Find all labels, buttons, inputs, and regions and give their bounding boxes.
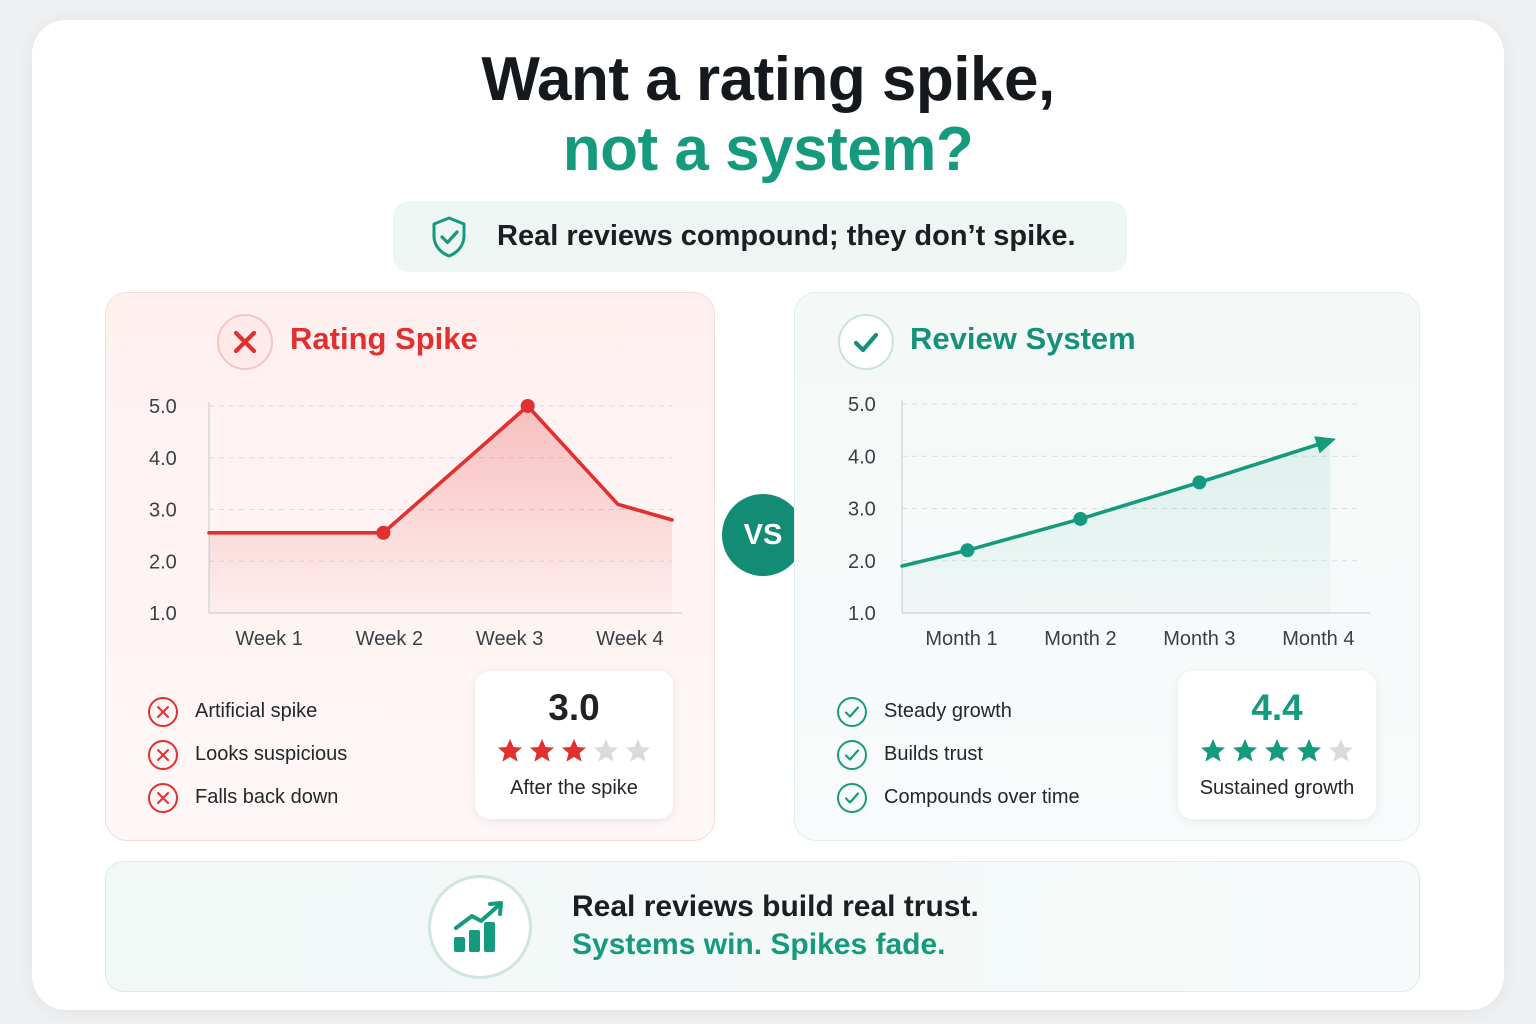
star-filled-icon: [1263, 737, 1291, 770]
star-rating: [1178, 737, 1376, 770]
star-empty-icon: [1327, 737, 1355, 770]
star-filled-icon: [1231, 737, 1259, 770]
check-circle-icon: [837, 782, 867, 813]
bullet-item: Compounds over time: [837, 776, 1080, 819]
series-area: [209, 406, 672, 613]
x-tick-label: Week 3: [476, 628, 543, 650]
rating-spike-chart: 1.0 2.0 3.0 4.0 5.0 Week 1 Week 2 Week 3 Week 4: [149, 396, 682, 650]
x-tick-label: Month 2: [1044, 628, 1116, 650]
shield-check-icon: [429, 215, 469, 264]
score-value: 4.4: [1251, 687, 1303, 728]
data-point: [520, 399, 535, 413]
trend-arrowhead: [1314, 436, 1336, 454]
star-filled-icon: [1295, 737, 1323, 770]
check-circle-icon: [838, 314, 894, 370]
y-tick-label: 5.0: [848, 394, 876, 416]
bullet-item: Falls back down: [148, 776, 347, 819]
rating-spike-panel: Rating Spike 1.0 2.0 3.0 4.0 5.0 Week 1 Week 2…: [105, 292, 715, 841]
bullet-text: Builds trust: [884, 743, 983, 765]
subtitle-text: Real reviews compound; they don’t spike.: [497, 220, 1076, 252]
y-tick-label: 5.0: [149, 396, 177, 418]
bullet-item: Steady growth: [837, 690, 1080, 733]
footer-headline: Real reviews build real trust.: [572, 890, 979, 923]
x-tick-label: Month 3: [1163, 628, 1235, 650]
bar-chart-growth-icon: [428, 875, 532, 979]
page-title-line1: Want a rating spike,: [481, 45, 1055, 114]
score-card: 4.4 Sustained growth: [1178, 671, 1376, 819]
y-tick-label: 4.0: [848, 446, 876, 468]
data-point: [376, 525, 391, 540]
score-card: 3.0 After the spike: [475, 671, 673, 819]
x-tick-label: Week 4: [596, 628, 663, 650]
score-caption: After the spike: [510, 777, 638, 799]
star-empty-icon: [592, 737, 620, 770]
y-tick-label: 1.0: [848, 603, 876, 625]
review-system-panel: Review System 1.0 2.0 3.0 4.0 5.0 Month 1 Mont…: [794, 292, 1420, 841]
star-filled-icon: [496, 737, 524, 770]
bullet-list: Artificial spike Looks suspicious Falls ba…: [148, 690, 347, 819]
bullet-text: Steady growth: [884, 700, 1012, 722]
vs-badge: VS: [722, 494, 804, 576]
x-circle-icon: [148, 782, 178, 813]
x-tick-label: Month 4: [1282, 628, 1354, 650]
check-circle-icon: [837, 696, 867, 727]
x-tick-label: Month 1: [925, 628, 997, 650]
footer-tagline: Systems win. Spikes fade.: [572, 928, 946, 961]
score-value: 3.0: [548, 687, 600, 728]
subtitle-pill: Real reviews compound; they don’t spike.: [393, 201, 1127, 272]
data-point: [1192, 475, 1207, 490]
bullet-item: Artificial spike: [148, 690, 347, 733]
star-filled-icon: [560, 737, 588, 770]
star-filled-icon: [1199, 737, 1227, 770]
y-tick-label: 1.0: [149, 603, 177, 625]
x-circle-icon: [148, 696, 178, 727]
bullet-text: Artificial spike: [195, 700, 318, 722]
x-tick-label: Week 2: [356, 628, 423, 650]
footer-banner: Real reviews build real trust. Systems w…: [105, 861, 1420, 992]
star-filled-icon: [528, 737, 556, 770]
x-tick-label: Week 1: [235, 628, 302, 650]
score-caption: Sustained growth: [1199, 777, 1355, 799]
y-tick-label: 4.0: [149, 448, 177, 470]
bullet-text: Compounds over time: [884, 786, 1080, 808]
bullet-item: Looks suspicious: [148, 733, 347, 776]
panel-title: Review System: [910, 321, 1136, 356]
star-empty-icon: [624, 737, 652, 770]
y-tick-label: 2.0: [848, 551, 876, 573]
series-area: [902, 440, 1331, 613]
y-tick-label: 3.0: [848, 499, 876, 521]
x-circle-icon: [148, 739, 178, 770]
y-tick-label: 3.0: [149, 500, 177, 522]
review-system-chart: 1.0 2.0 3.0 4.0 5.0 Month 1 Month 2 Month 3 Mont…: [848, 394, 1370, 650]
data-point: [1073, 511, 1088, 526]
data-point: [960, 543, 975, 558]
x-circle-icon: [217, 314, 273, 370]
bullet-text: Falls back down: [195, 786, 339, 808]
bullet-text: Looks suspicious: [195, 743, 348, 765]
check-circle-icon: [837, 739, 867, 770]
bullet-list: Steady growth Builds trust Compounds over …: [837, 690, 1080, 819]
panel-title: Rating Spike: [290, 321, 478, 356]
page-title-line2: not a system?: [562, 115, 974, 184]
bullet-item: Builds trust: [837, 733, 1080, 776]
y-tick-label: 2.0: [149, 551, 177, 573]
star-rating: [475, 737, 673, 770]
